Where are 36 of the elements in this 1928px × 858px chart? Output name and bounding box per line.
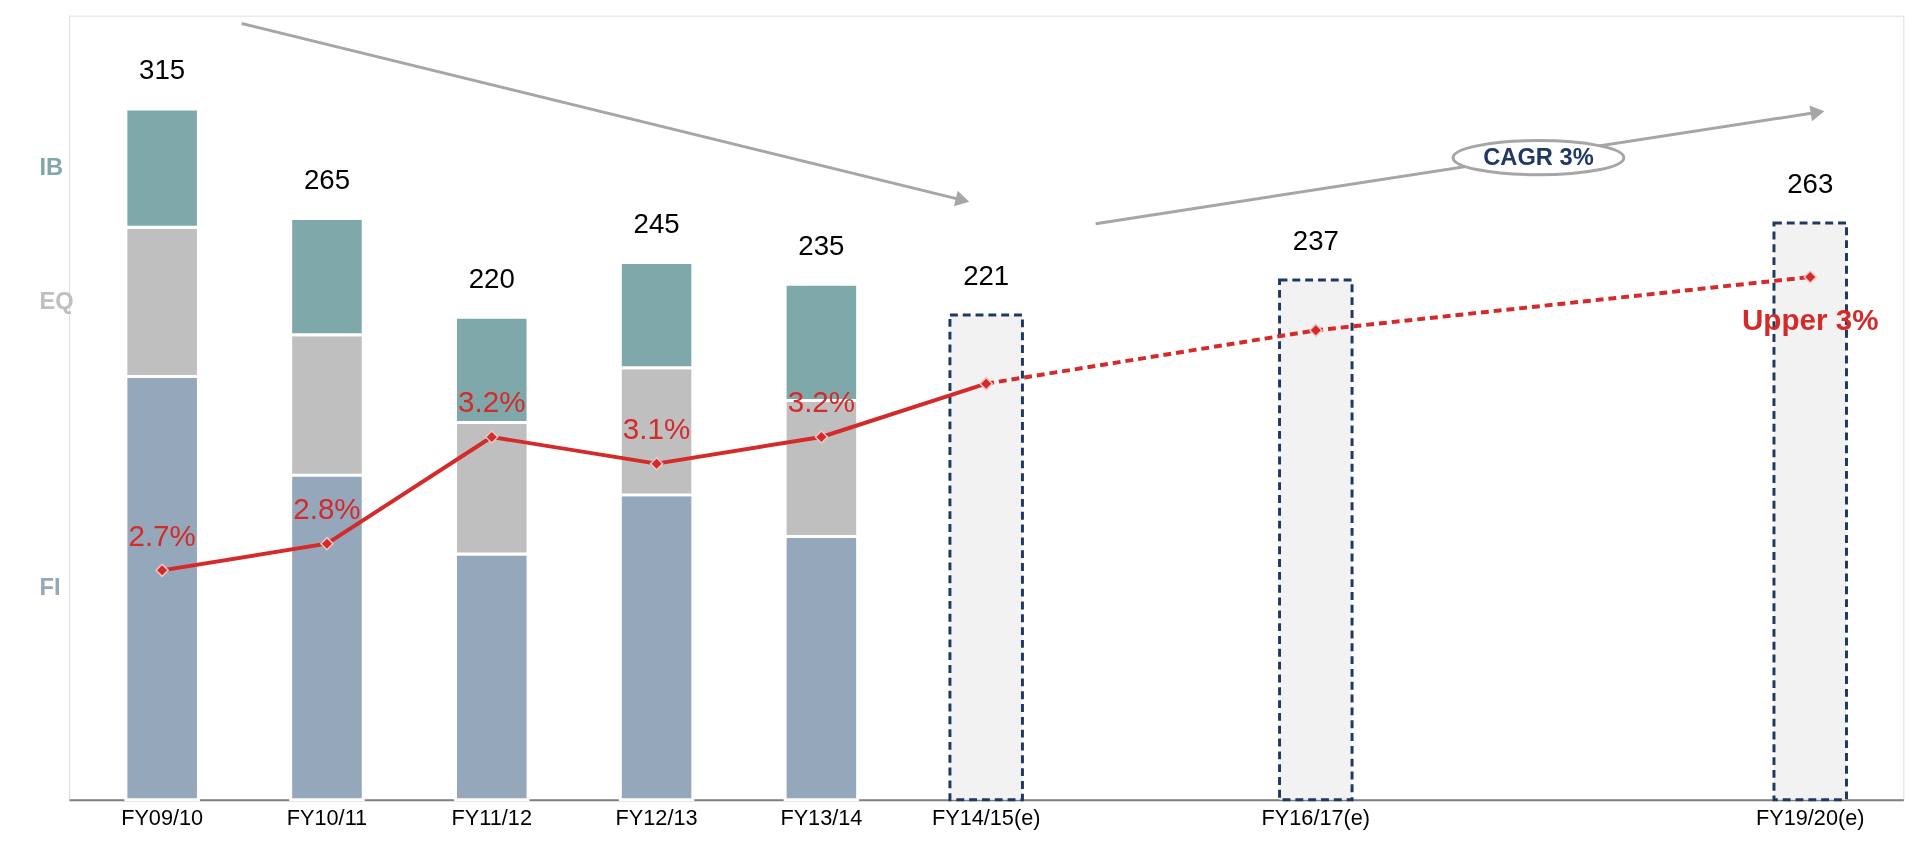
data-label: 3.2% (458, 385, 526, 419)
point (1803, 270, 1818, 284)
data-label: 3.1% (622, 412, 691, 446)
text: FI (39, 573, 61, 600)
data-label: 2.8% (293, 492, 361, 526)
point (979, 376, 993, 391)
x-tick-label: FY14/15(e) (931, 804, 1041, 830)
point (320, 536, 334, 551)
x-tick-label: FY13/14 (780, 804, 863, 830)
data-label: 3.2% (787, 385, 856, 419)
total-label: 245 (633, 207, 680, 239)
x-tick-label: FY11/12 (451, 804, 532, 830)
x-tick-label: FY12/13 (615, 804, 698, 830)
x-tick-label: FY10/11 (286, 804, 368, 830)
text: IB (39, 154, 64, 181)
point (649, 456, 664, 471)
text: EQ (39, 287, 74, 314)
point (484, 430, 499, 444)
total-label: 315 (139, 54, 186, 86)
bar (1278, 278, 1354, 802)
point (814, 430, 829, 444)
data-label: 2.7% (128, 518, 196, 552)
data-label: 221 (963, 260, 1010, 292)
x-tick-label: FY16/17(e) (1261, 804, 1371, 830)
total-label: 220 (468, 262, 515, 294)
point (1309, 323, 1323, 338)
total-label: 235 (798, 229, 845, 261)
x-tick-label: FY19/20(e) (1755, 804, 1865, 830)
bar (948, 313, 1024, 802)
data-label: 237 (1292, 225, 1339, 257)
point (155, 563, 169, 578)
total-label: 265 (303, 163, 350, 195)
x-tick-label: FY09/10 (121, 804, 204, 830)
annotation: CAGR 3% (1483, 143, 1594, 170)
data-label: Upper 3% (1742, 303, 1879, 337)
data-label: 263 (1787, 168, 1834, 200)
